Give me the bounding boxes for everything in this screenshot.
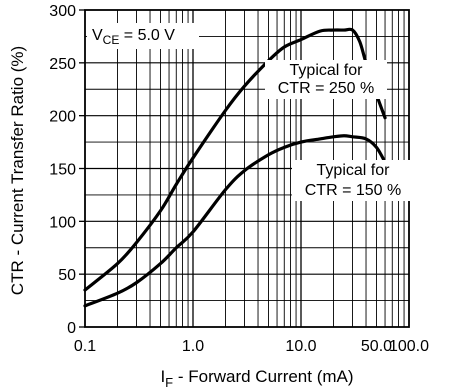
x-tick-label: 50.0 — [361, 338, 392, 355]
x-axis-label-rest: - Forward Current (mA) — [173, 367, 353, 386]
y-tick-label: 250 — [49, 56, 76, 73]
series-layer — [83, 27, 387, 308]
x-axis-label-subscript: F — [165, 375, 173, 390]
y-tick-label: 200 — [49, 109, 76, 126]
y-tick-labels: 0 50 100 150 200 250 300 — [49, 3, 85, 337]
y-tick-label: 150 — [49, 162, 76, 179]
condition-label-background — [87, 23, 199, 49]
series-label-background-2 — [292, 160, 414, 201]
y-tick-label: 300 — [49, 3, 76, 20]
x-axis-label-main: I — [160, 367, 165, 386]
y-tick-label: 100 — [49, 214, 76, 231]
series-line-1 — [83, 27, 387, 292]
series-label-background-1 — [265, 60, 387, 99]
condition-main: V — [92, 27, 103, 44]
x-tick-label: 100.0 — [389, 338, 429, 355]
series-line-2 — [83, 134, 387, 308]
x-axis-label: IF - Forward Current (mA) — [160, 367, 353, 390]
condition-label: VCE = 5.0 V — [92, 27, 175, 47]
series-label-line2-1: CTR = 250 % — [278, 80, 374, 97]
series-label-line1-1: Typical for — [290, 62, 364, 79]
y-axis-label: CTR - Current Transfer Ratio (%) — [8, 46, 27, 295]
y-tick-label: 0 — [67, 320, 76, 337]
y-tick-label: 50 — [58, 267, 76, 284]
x-tick-label: 10.0 — [285, 338, 316, 355]
series-label-line1-2: Typical for — [317, 162, 391, 179]
condition-rest: = 5.0 V — [119, 27, 175, 44]
condition-subscript: CE — [103, 33, 120, 47]
series-label-line2-2: CTR = 150 % — [305, 182, 401, 199]
x-tick-label: 1.0 — [182, 338, 204, 355]
x-tick-label: 0.1 — [74, 338, 96, 355]
